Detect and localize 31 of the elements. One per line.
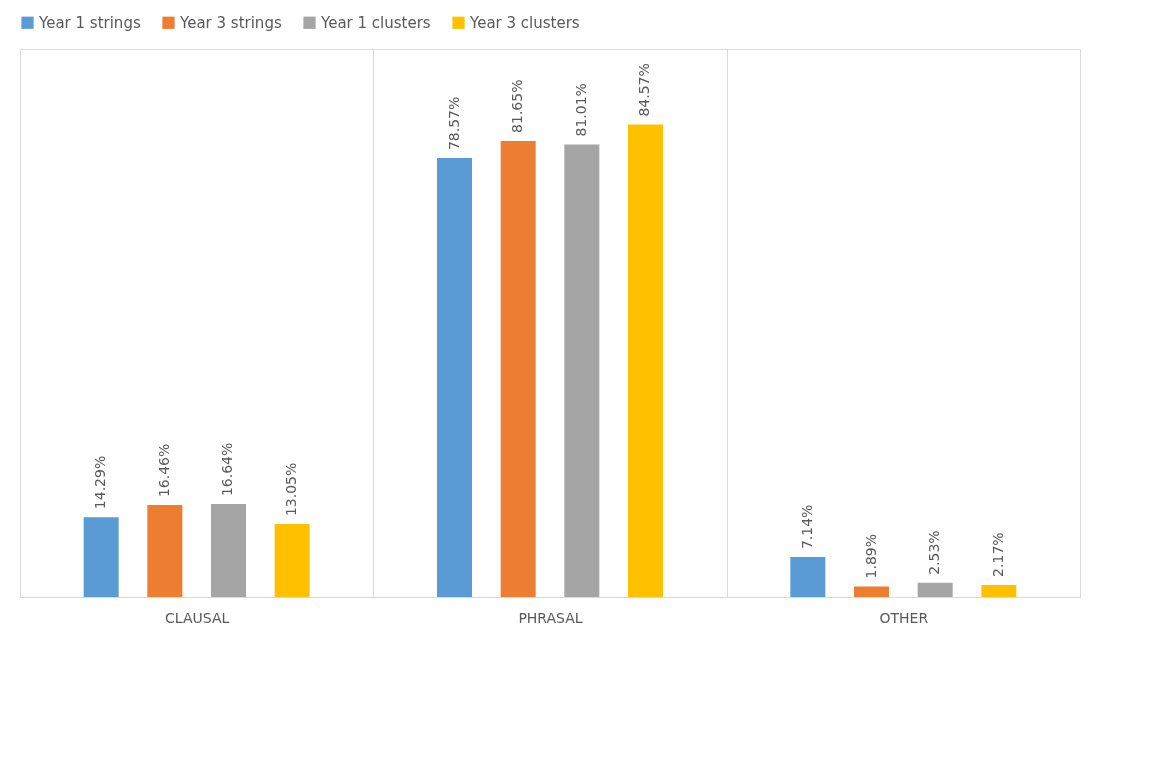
data-label: 13.05%: [283, 462, 300, 517]
legend-label: Year 1 clusters: [320, 13, 431, 32]
bar: [917, 582, 953, 597]
data-label: 16.46%: [155, 443, 172, 498]
x-tick-label: PHRASAL: [518, 609, 583, 626]
bar: [627, 124, 663, 597]
bar: [564, 144, 600, 597]
data-label: 14.29%: [92, 455, 109, 510]
data-label: 7.14%: [798, 504, 815, 550]
data-label: 2.17%: [989, 532, 1006, 577]
bar: [790, 557, 826, 597]
bar: [147, 505, 183, 597]
bar: [853, 586, 890, 597]
legend-label: Year 3 clusters: [469, 13, 580, 32]
bar: [500, 140, 536, 597]
data-label: 81.01%: [572, 83, 589, 137]
bar: [981, 584, 1017, 597]
legend-label: Year 3 strings: [179, 13, 282, 32]
data-label: 84.57%: [636, 63, 653, 117]
data-label: 1.89%: [862, 533, 879, 579]
bar: [210, 504, 247, 597]
x-tick-label: CLAUSAL: [165, 609, 230, 626]
data-label: 2.53%: [926, 530, 943, 575]
bar: [437, 158, 473, 597]
data-label: 81.65%: [509, 79, 526, 133]
x-tick-label: OTHER: [879, 609, 929, 626]
data-label: 78.57%: [445, 96, 462, 151]
bar: [83, 517, 119, 597]
bar: [274, 524, 310, 597]
legend-label: Year 1 strings: [38, 13, 141, 32]
data-label: 16.64%: [219, 442, 236, 497]
